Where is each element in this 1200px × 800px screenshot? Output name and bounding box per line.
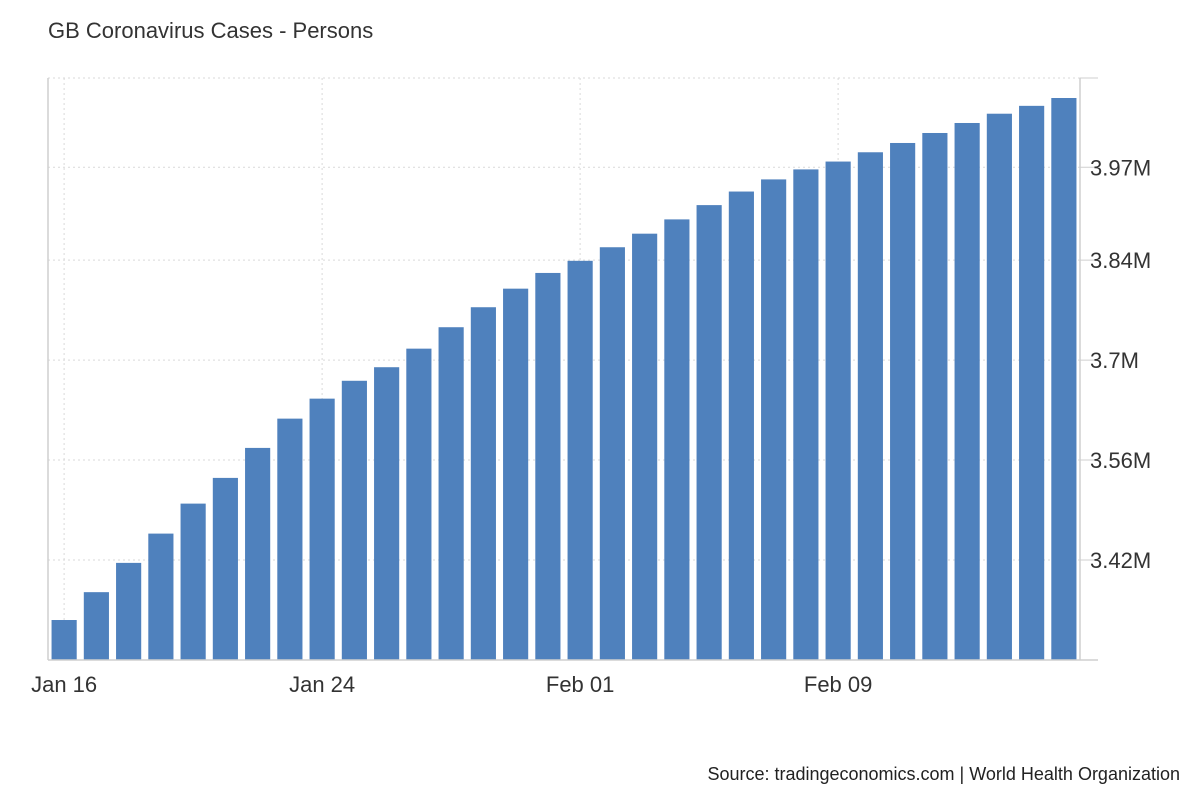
chart-title: GB Coronavirus Cases - Persons (48, 18, 374, 43)
bar-2021-02-10 (857, 152, 883, 660)
bar-2021-02-05 (696, 205, 722, 661)
bar-2021-02-04 (664, 219, 690, 660)
bar-2021-01-29 (470, 307, 496, 660)
bar-2021-02-13 (954, 122, 980, 661)
bar-2021-01-21 (212, 477, 238, 660)
x-tick-label: Jan 16 (31, 672, 97, 697)
bar-2021-01-25 (341, 380, 367, 660)
bar-2021-02-01 (567, 260, 593, 660)
x-tick-label: Feb 09 (804, 672, 873, 697)
y-tick-label: 3.84M (1090, 248, 1151, 273)
bar-2021-01-23 (277, 418, 303, 660)
bar-2021-01-17 (83, 592, 109, 660)
bar-2021-02-07 (761, 179, 787, 660)
bar-2021-02-14 (986, 113, 1012, 660)
y-tick-label: 3.56M (1090, 448, 1151, 473)
axes (47, 77, 1098, 661)
bar-2021-01-18 (116, 562, 142, 660)
chart-source: Source: tradingeconomics.com | World Hea… (707, 764, 1180, 784)
y-tick-label: 3.42M (1090, 548, 1151, 573)
bar-2021-01-27 (406, 348, 432, 660)
bar-2021-01-26 (374, 367, 400, 660)
bar-2021-02-16 (1051, 98, 1077, 660)
bar-2021-02-11 (890, 142, 916, 661)
bar-2021-02-06 (728, 191, 754, 661)
bar-2021-01-30 (503, 288, 529, 660)
bar-2021-01-31 (535, 272, 561, 660)
bar-2021-02-02 (599, 247, 625, 661)
x-tick-label: Jan 24 (289, 672, 355, 697)
tick-labels: 3.42M 3.56M 3.7M 3.84M 3.97M Jan 16 Jan 24 Feb … (31, 155, 1151, 697)
bar-2021-02-09 (825, 161, 851, 661)
bar-2021-01-20 (180, 503, 206, 660)
bar-2021-01-19 (148, 533, 174, 660)
bar-2021-01-16 (51, 620, 77, 660)
bar-2021-01-22 (245, 447, 271, 660)
x-tick-label: Feb 01 (546, 672, 615, 697)
bar-2021-02-03 (632, 233, 658, 660)
bar-2021-02-08 (793, 169, 819, 660)
bar-2021-01-24 (309, 398, 335, 660)
bar-2021-01-28 (438, 327, 464, 660)
bar-2021-02-15 (1019, 105, 1045, 661)
y-tick-label: 3.97M (1090, 155, 1151, 180)
y-tick-label: 3.7M (1090, 348, 1139, 373)
bar-2021-02-12 (922, 132, 948, 661)
bars (51, 98, 1077, 661)
